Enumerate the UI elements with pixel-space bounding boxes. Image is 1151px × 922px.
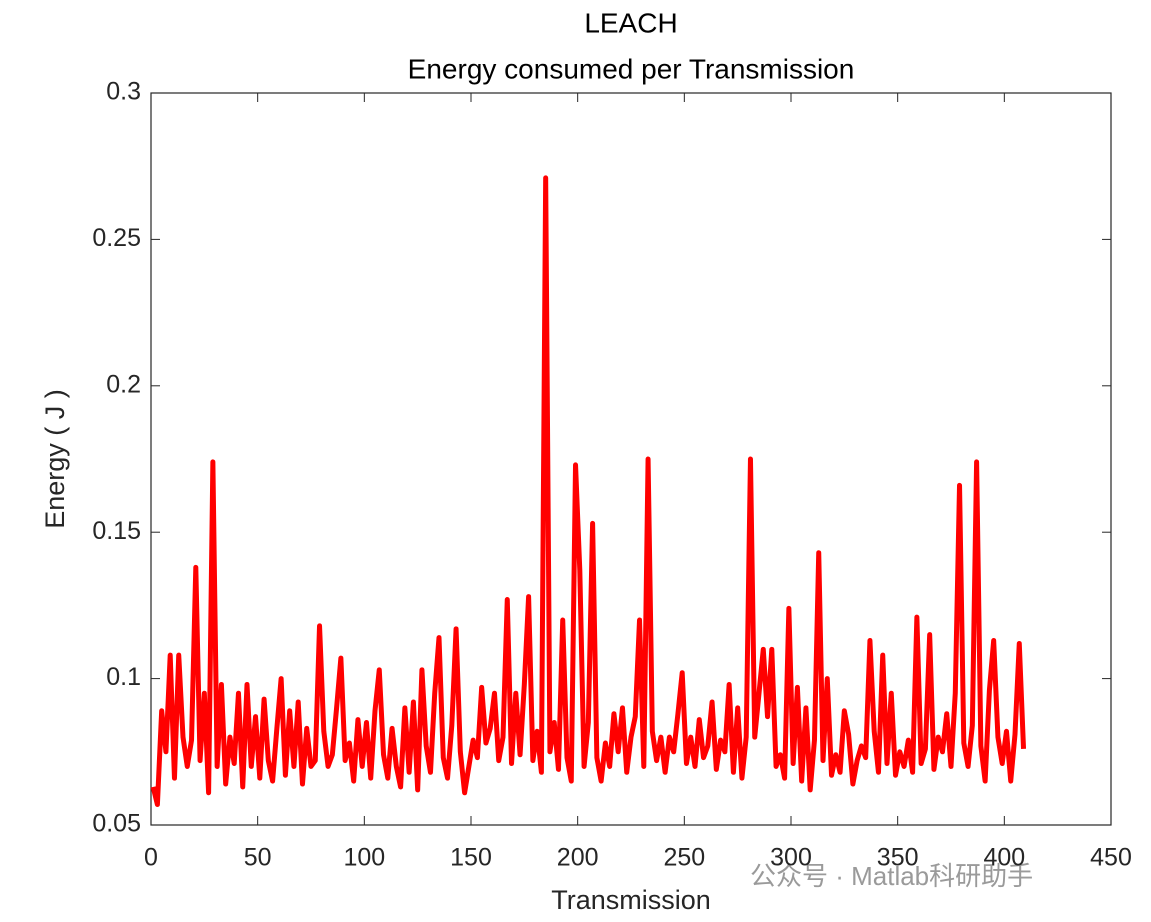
chart-title: LEACH [584,7,677,38]
watermark: 公众号 · Matlab科研助手 [750,861,1033,891]
data-line [150,175,1027,807]
x-axis-label: Transmission [551,885,711,915]
x-tick-label: 400 [983,844,1025,872]
y-axis-label: Energy ( J ) [40,389,70,529]
y-tick-label: 0.15 [92,517,141,545]
y-tick-label: 0.1 [106,663,141,691]
x-tick-label: 250 [663,844,705,872]
x-tick-label: 50 [244,844,272,872]
plot-area [150,92,1112,826]
x-tick-label: 150 [450,844,492,872]
y-tick-label: 0.3 [106,78,141,106]
x-tick-label: 450 [1090,844,1132,872]
x-tick-label: 0 [144,844,158,872]
x-tick-label: 100 [343,844,385,872]
y-tick-label: 0.25 [92,224,141,252]
y-tick-label: 0.05 [92,810,141,838]
x-tick-label: 350 [877,844,919,872]
x-tick-label: 300 [770,844,812,872]
chart-subtitle: Energy consumed per Transmission [408,53,855,84]
y-tick-label: 0.2 [106,370,141,398]
x-tick-label: 200 [557,844,599,872]
